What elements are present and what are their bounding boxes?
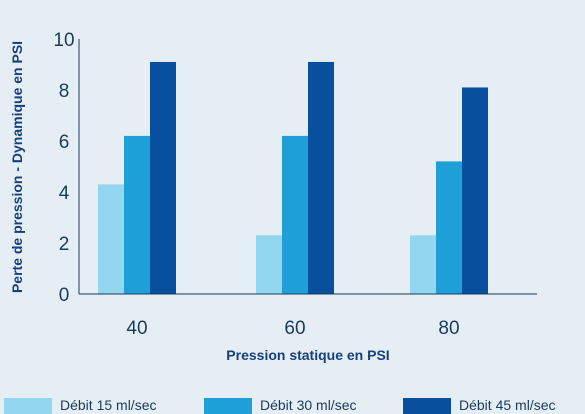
x-axis-ticks: 40 60 80	[126, 318, 459, 339]
legend-label: Débit 45 ml/sec	[459, 397, 555, 413]
legend-label: Débit 30 ml/sec	[260, 397, 356, 413]
bar	[436, 161, 462, 294]
y-axis-ticks: 0 2 4 6 8 10	[53, 30, 74, 306]
y-tick-label: 4	[59, 183, 70, 204]
y-tick-label: 2	[59, 234, 70, 255]
bar	[124, 135, 150, 294]
bars	[98, 61, 488, 295]
bar	[462, 87, 488, 294]
x-tick-label: 60	[284, 318, 305, 339]
legend-label: Débit 15 ml/sec	[60, 397, 156, 413]
legend: Débit 15 ml/sec Débit 30 ml/sec Débit 45 m…	[4, 397, 555, 414]
legend-item: Débit 45 ml/sec	[403, 397, 555, 414]
y-tick-label: 6	[59, 132, 70, 153]
legend-swatch	[204, 398, 252, 414]
bar	[98, 184, 124, 294]
legend-swatch	[4, 398, 52, 414]
legend-item: Débit 15 ml/sec	[4, 397, 156, 414]
bar	[410, 235, 436, 294]
y-axis-title: Perte de pression - Dynamique en PSI	[9, 41, 25, 293]
bar	[282, 135, 308, 294]
legend-swatch	[403, 398, 451, 414]
y-tick-label: 10	[53, 30, 74, 51]
bar	[256, 235, 282, 294]
bar	[308, 61, 334, 295]
x-tick-label: 40	[126, 318, 147, 339]
legend-item: Débit 30 ml/sec	[204, 397, 356, 414]
y-tick-label: 8	[59, 81, 70, 102]
y-tick-label: 0	[59, 285, 70, 306]
x-tick-label: 80	[438, 318, 459, 339]
bar	[150, 61, 176, 295]
x-axis-title: Pression statique en PSI	[226, 347, 389, 363]
